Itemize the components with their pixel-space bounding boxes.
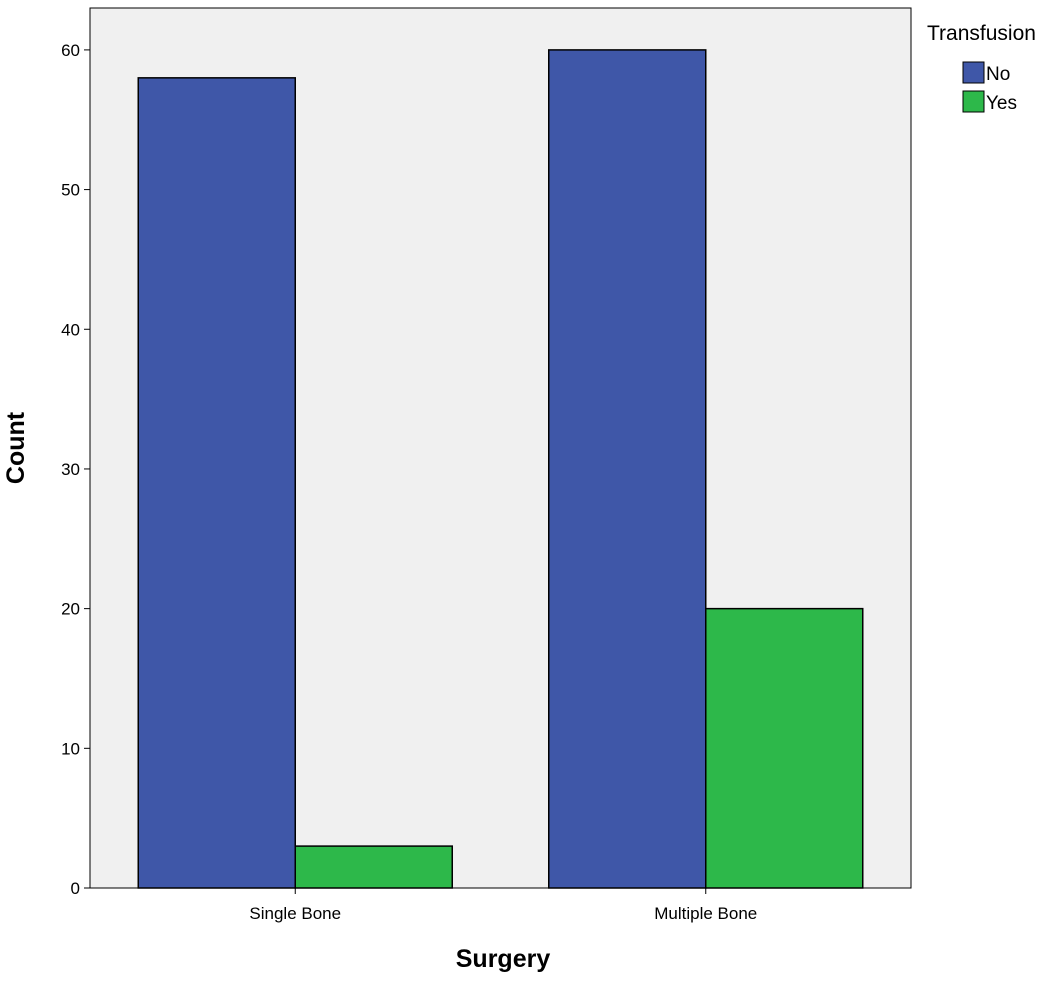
legend-swatch-no xyxy=(962,61,985,84)
legend: Transfusion No Yes xyxy=(927,22,1036,114)
x-tick-label: Single Bone xyxy=(249,904,341,923)
legend-swatch-yes xyxy=(962,90,985,113)
y-tick-label: 40 xyxy=(61,320,80,339)
bar-no-single-bone xyxy=(137,77,296,889)
y-tick-label: 50 xyxy=(61,181,80,200)
bar-yes-single-bone xyxy=(294,845,453,889)
legend-label-no: No xyxy=(986,64,1010,85)
bar-yes-multiple-bone xyxy=(705,607,864,889)
y-tick-label: 0 xyxy=(71,879,80,898)
legend-label-yes: Yes xyxy=(986,93,1017,114)
bars xyxy=(137,49,864,889)
legend-title: Transfusion xyxy=(927,22,1036,45)
x-axis-title: Surgery xyxy=(456,945,551,973)
x-axis: Single Bone Multiple Bone xyxy=(249,888,757,923)
y-axis-title: Count xyxy=(2,411,30,484)
y-tick-label: 10 xyxy=(61,739,80,758)
y-tick-label: 60 xyxy=(61,41,80,60)
bar-no-multiple-bone xyxy=(548,49,707,889)
x-tick-label: Multiple Bone xyxy=(654,904,757,923)
y-tick-label: 20 xyxy=(61,600,80,619)
y-tick-label: 30 xyxy=(61,460,80,479)
y-axis: 0 10 20 30 40 50 60 xyxy=(61,41,90,898)
